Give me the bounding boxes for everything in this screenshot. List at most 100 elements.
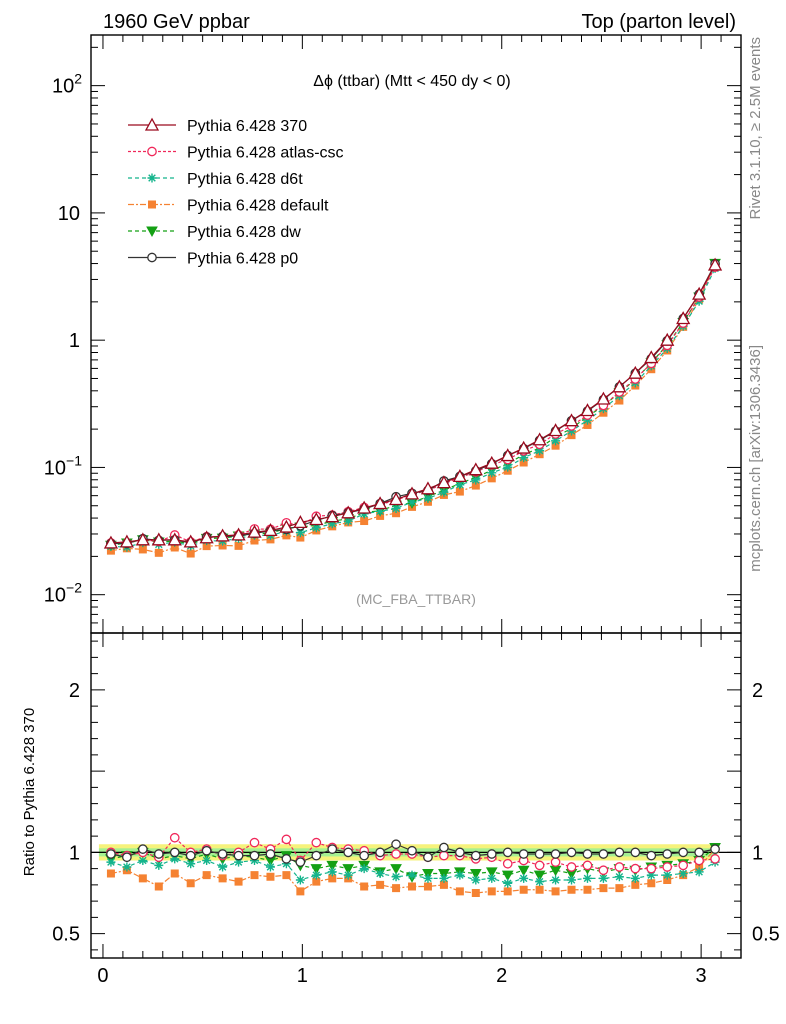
series-default-ratio-point [647, 879, 656, 888]
ratio-axis-ticks: 0.5 0.5 1 1 2 2 [52, 640, 780, 951]
series-default-point [455, 487, 464, 496]
series-370-point [247, 524, 262, 538]
series-d6t-ratio-point [694, 867, 704, 877]
series-default-ratio-point [408, 882, 417, 891]
series-370-point [596, 391, 611, 405]
series-370-point [500, 448, 515, 462]
series-default-point [615, 396, 624, 405]
series-d6t-ratio-point [503, 878, 513, 888]
series-370-point [341, 505, 356, 519]
series-atlas-csc-ratio-point [391, 849, 401, 859]
series-dw-ratio-point [485, 867, 498, 878]
series-370-point [388, 492, 404, 506]
series-p0-ratio-point [630, 847, 641, 858]
legend-marker-d6t [147, 173, 157, 183]
series-default-ratio-point [218, 874, 227, 883]
series-atlas-csc-ratio-point [534, 860, 545, 871]
series-370-point [404, 486, 420, 500]
series-atlas-csc-ratio-point [566, 862, 577, 872]
series-atlas-csc-ratio-point [439, 850, 449, 861]
series-d6t-point [311, 523, 321, 533]
series-370-point [676, 311, 691, 325]
series-atlas-csc-ratio-point [582, 860, 593, 871]
series-d6t-point [582, 415, 592, 425]
ratio-tick-label-left: 2 [69, 680, 80, 702]
series-default-ratio-point [360, 882, 369, 891]
series-370-main [103, 257, 723, 549]
series-p0-ratio-point [343, 847, 354, 858]
series-p0-ratio-point [423, 852, 433, 863]
series-p0-ratio-point [185, 850, 196, 861]
series-p0-ratio-point [662, 849, 673, 859]
series-d6t-ratio-point [567, 875, 577, 885]
series-370-point [612, 379, 627, 393]
series-d6t-ratio-point [630, 873, 640, 883]
main-tick-label: 10 [58, 203, 80, 225]
series-default-ratio-point [487, 887, 496, 896]
series-d6t-ratio-point [281, 859, 291, 869]
series-default-point [170, 543, 179, 552]
series-d6t-ratio-point [614, 872, 624, 882]
x-tick-label: 3 [696, 965, 707, 987]
series-370-point [373, 496, 388, 510]
series-default-ratio-point [615, 884, 624, 893]
series-d6t-ratio-point [582, 873, 592, 883]
series-dw-ratio-line [110, 847, 716, 878]
series-370-point [532, 432, 547, 446]
series-default-point [551, 441, 560, 450]
series-p0-ratio-point [153, 849, 164, 859]
series-default-ratio-point [583, 885, 592, 894]
series-default-point [202, 542, 211, 551]
series-atlas-csc-ratio-point [662, 862, 673, 872]
series-370-point [468, 462, 483, 476]
series-d6t-point [487, 468, 497, 478]
series-default-point [250, 536, 259, 545]
series-dw-main [105, 258, 721, 552]
x-tick-label: 2 [496, 965, 507, 987]
series-d6t-ratio-point [122, 862, 132, 872]
series-default-point [471, 481, 480, 490]
series-d6t-ratio-point [646, 870, 656, 880]
series-d6t-point [407, 497, 417, 507]
main-series-group [103, 257, 723, 558]
series-d6t-ratio-point [138, 856, 148, 865]
chart-watermark: (MC_FBA_TTBAR) [356, 591, 476, 607]
series-d6t-point [519, 453, 529, 463]
series-d6t-point [295, 528, 305, 538]
series-370-point [484, 455, 499, 469]
series-default-ratio-point [234, 877, 243, 886]
chart-title: Δϕ (ttbar) (Mtt < 450 dy < 0) [313, 73, 511, 90]
series-p0-ratio-point [646, 850, 657, 861]
legend-label-atlas-csc: Pythia 6.428 atlas-csc [187, 145, 344, 162]
series-370-point [564, 413, 579, 427]
series-d6t-point [551, 436, 561, 446]
series-d6t-ratio-point [471, 875, 481, 885]
series-d6t-ratio-point [662, 870, 672, 880]
series-d6t-ratio-point [455, 870, 465, 880]
series-default-ratio-point [202, 871, 211, 880]
series-p0-ratio-point [486, 849, 497, 859]
series-p0-ratio-point [359, 850, 370, 861]
series-370-point [119, 534, 134, 548]
series-370-point [263, 523, 278, 537]
series-default-ratio-point [631, 880, 640, 889]
series-default-point [138, 545, 147, 554]
series-p0-ratio-point [169, 847, 180, 858]
series-atlas-csc-ratio-point [614, 862, 625, 872]
series-d6t-ratio-point [391, 872, 401, 882]
series-d6t-point [503, 462, 513, 472]
series-370-point [357, 500, 372, 514]
x-tick-label: 0 [97, 965, 108, 987]
ratio-plot-frame [90, 632, 742, 959]
ratio-tick-label-right: 0.5 [752, 924, 780, 946]
series-p0-ratio-point [311, 850, 322, 861]
legend-marker-default [148, 200, 156, 209]
series-default-ratio-point [663, 876, 672, 884]
series-default-point [487, 474, 496, 483]
legend-label-370: Pythia 6.428 370 [187, 118, 307, 135]
series-default-ratio-point [266, 872, 275, 881]
series-d6t-point [391, 503, 401, 513]
series-p0-ratio-point [391, 839, 401, 850]
legend-marker-atlas-csc [147, 146, 157, 157]
series-d6t-ratio-point [186, 859, 196, 869]
